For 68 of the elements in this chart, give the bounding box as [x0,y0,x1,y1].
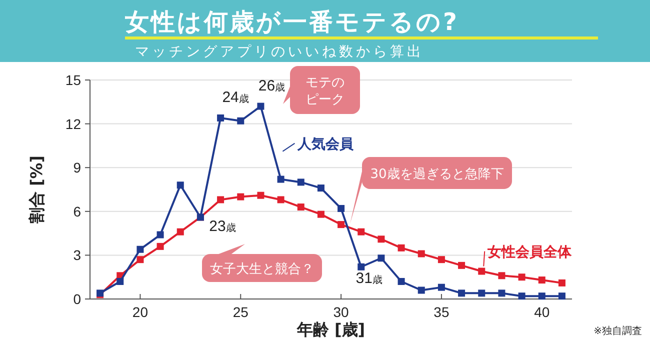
legend-label: 人気会員 [296,136,355,152]
point [338,221,345,228]
point [398,278,405,285]
x-tick-label: 35 [434,304,450,320]
y-tick-label: 6 [73,203,82,220]
point [217,114,224,122]
x-axis-title: 年齢 [歳] [296,320,366,339]
x-tick-label: 20 [132,304,148,320]
point [518,292,526,300]
point [257,192,264,199]
point [478,268,486,275]
point [317,210,324,218]
y-tick-label: 3 [73,247,82,264]
y-tick-label: 0 [73,291,82,307]
point [156,231,164,238]
point [478,290,486,297]
point [277,176,284,183]
point [358,263,365,270]
point [438,256,445,264]
point [378,254,385,262]
x-tick-label: 40 [534,304,550,320]
point [378,236,385,243]
chart-title: 女性は何歳が一番モテるの? [124,8,459,36]
annotation: 23歳 [209,218,236,236]
point [458,262,466,269]
chart-subtitle: マッチングアプリのいいね数から算出 [135,44,424,60]
point [358,228,365,236]
point [498,290,506,297]
point [558,279,566,286]
x-tick-label: 25 [232,304,249,320]
point [297,178,304,186]
annotation: 31歳 [356,270,382,287]
annotation: 26歳 [258,77,286,94]
x-tick-label: 30 [333,304,350,320]
point [418,286,425,294]
point [418,250,425,258]
y-tick-label: 15 [65,72,82,88]
point [398,244,405,252]
y-tick-label: 12 [65,116,82,132]
point [338,204,345,212]
y-axis-title: 割合 [%] [27,155,46,225]
y-tick-label: 9 [73,160,82,176]
point [438,284,445,291]
annotation: モテのピーク [306,76,344,108]
point [538,276,546,284]
point [277,196,284,204]
point [176,182,184,189]
legend-label: 女性会員全体 [486,244,573,260]
point [136,246,144,253]
point [237,193,244,200]
point [538,292,546,300]
point [136,256,144,264]
text: ※独自調査 [594,325,642,337]
point [257,102,264,110]
point [458,290,466,297]
annotation: 24歳 [222,88,249,106]
point [156,242,164,250]
point [518,274,526,281]
point [176,228,184,236]
point [317,184,324,192]
point [237,117,244,124]
point [297,204,304,211]
point [498,272,506,280]
point [116,278,124,285]
point [217,196,224,204]
point [558,292,566,300]
annotation: 女子大生と競合？ [210,262,314,277]
annotation: 30歳を過ぎると急降下 [370,167,504,182]
